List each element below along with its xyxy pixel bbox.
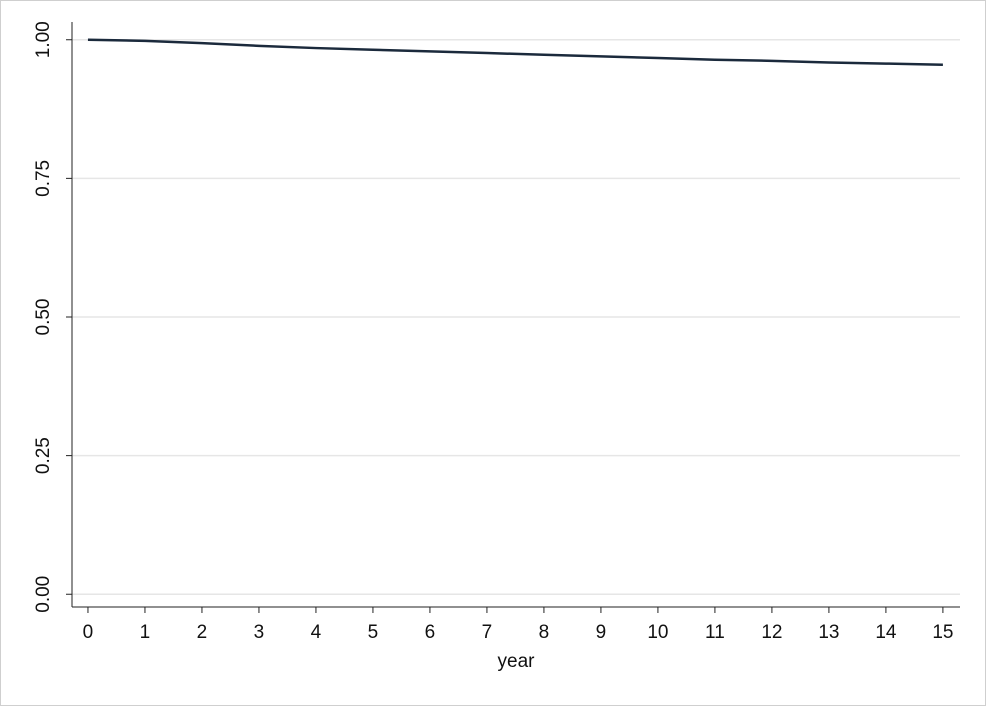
x-tick-label: 11 <box>705 622 725 643</box>
x-tick-label: 8 <box>539 622 550 643</box>
y-tick-label: 0.75 <box>33 160 54 197</box>
x-tick-label: 2 <box>197 622 208 643</box>
x-tick-label: 6 <box>425 622 436 643</box>
x-axis-label: year <box>498 651 536 672</box>
x-tick-label: 3 <box>254 622 265 643</box>
x-tick-label: 5 <box>368 622 379 643</box>
x-tick-label: 4 <box>311 622 322 643</box>
x-tick-label: 0 <box>83 622 94 643</box>
y-tick-label: 0.50 <box>33 299 54 336</box>
x-tick-label: 14 <box>875 622 897 643</box>
x-tick-label: 10 <box>647 622 668 643</box>
x-tick-label: 13 <box>818 622 839 643</box>
x-tick-label: 12 <box>761 622 782 643</box>
y-tick-label: 0.00 <box>33 576 54 613</box>
x-tick-label: 1 <box>140 622 151 643</box>
y-tick-label: 0.25 <box>33 437 54 474</box>
x-tick-label: 9 <box>596 622 607 643</box>
line <box>87 38 943 66</box>
x-tick-label: 15 <box>932 622 953 643</box>
x-tick-label: 7 <box>482 622 493 643</box>
y-tick-label: 1.00 <box>33 21 54 58</box>
